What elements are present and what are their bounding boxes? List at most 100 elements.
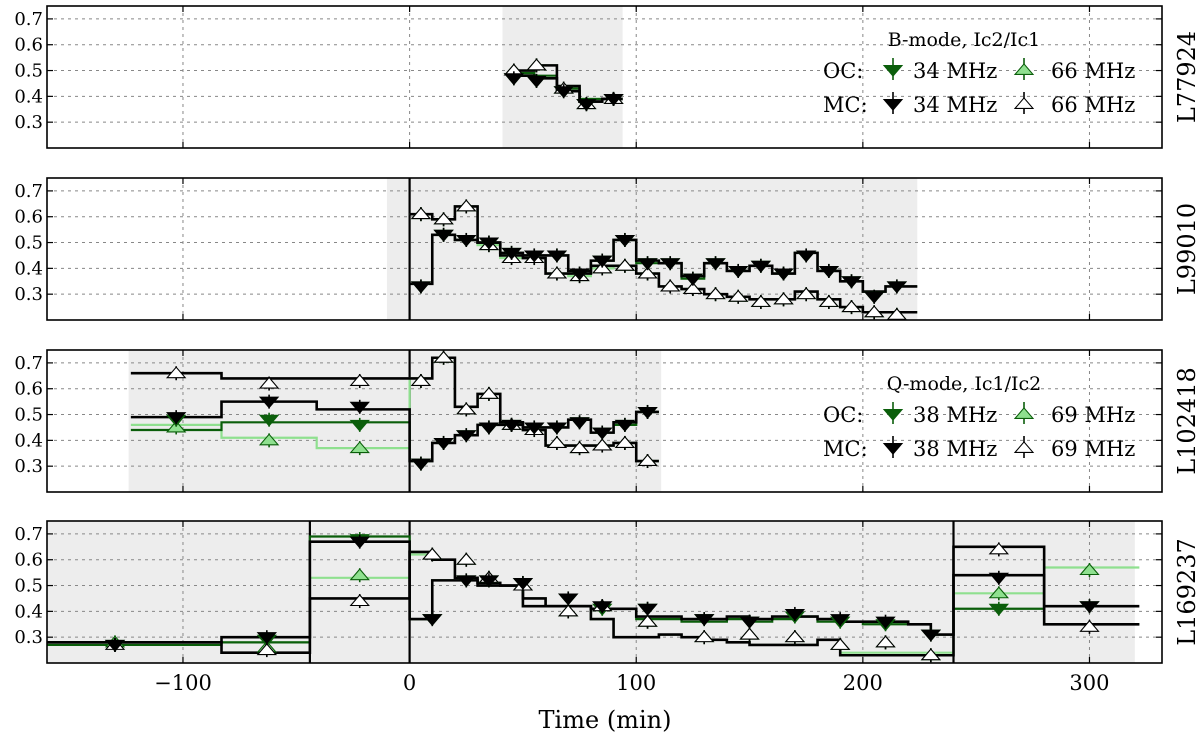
marker-mc_low [920, 629, 942, 642]
panel-L77924: 0.3 0.4 0.5 0.6 0.7 L77924 B-mode, Ic2/Ic1 OC: 3… [14, 5, 1200, 149]
marker-mc_low [456, 234, 477, 247]
marker-mc_low [349, 401, 370, 414]
marker-mc_low [349, 536, 370, 549]
marker-mc_high [256, 643, 278, 656]
marker-mc_high [829, 638, 851, 650]
marker-mc_low [410, 458, 432, 471]
marker-mc_high [739, 627, 760, 640]
marker-mc_low [410, 281, 432, 294]
marker-mc_high [682, 282, 704, 295]
marker-mc_low [501, 419, 522, 432]
marker-mc_low [456, 430, 477, 443]
series-group [409, 199, 918, 320]
marker-mc_low [478, 575, 500, 588]
marker-mc_low [637, 406, 658, 419]
legend-freq-label: 66 MHz [1051, 59, 1135, 83]
marker-mc_low [433, 229, 454, 242]
legend-marker-oc_high [1013, 407, 1035, 420]
marker-mc_low [886, 281, 908, 294]
marker-oc_high [258, 433, 280, 446]
marker-mc_low [750, 260, 772, 273]
marker-mc_high [637, 454, 658, 467]
y-tick-label: 0.7 [14, 9, 43, 30]
marker-mc_high [818, 295, 840, 307]
legend-marker-oc_low [882, 408, 904, 421]
marker-mc_low [603, 93, 624, 106]
marker-mc_low [592, 255, 613, 268]
marker-mc_high [410, 207, 432, 220]
legend-marker-mc_high [1013, 97, 1035, 110]
marker-mc_low [1079, 601, 1100, 614]
marker-mc_high [660, 279, 681, 292]
y-tick-label: 0.6 [14, 35, 43, 56]
marker-mc_low [526, 75, 547, 88]
marker-mc_low [478, 422, 500, 435]
marker-oc_high [988, 586, 1010, 599]
y-tick-label: 0.4 [14, 601, 43, 622]
marker-mc_low [988, 572, 1010, 585]
panel-label: L102418 [1173, 367, 1200, 475]
panel-frame [46, 5, 1163, 149]
y-tick-label: 0.5 [14, 405, 43, 426]
y-tick-label: 0.4 [14, 258, 43, 279]
marker-mc_low [739, 616, 760, 629]
y-tick-label: 0.3 [14, 627, 43, 648]
marker-mc_low [784, 608, 806, 621]
marker-mc_high [637, 614, 658, 627]
legend-freq-label: 69 MHz [1051, 403, 1135, 427]
marker-mc_high [875, 635, 896, 648]
marker-mc_high [863, 305, 885, 318]
marker-mc_high [546, 436, 568, 448]
marker-mc_low [818, 265, 840, 278]
legend: B-mode, Ic2/Ic1 OC: 34 MHz 66 MHz MC: 34 MHz 6… [823, 29, 1135, 117]
x-tick-label: 100 [616, 671, 656, 695]
marker-mc_low [863, 291, 885, 304]
marker-mc_low [705, 258, 726, 271]
legend-marker-mc_low [882, 442, 904, 455]
series-group [47, 532, 1140, 663]
marker-mc_low [592, 601, 613, 614]
marker-mc_low [553, 86, 574, 99]
legend-title: B-mode, Ic2/Ic1 [888, 29, 1041, 51]
panel-L102418: 0.3 0.4 0.5 0.6 0.7 L102418 Q-mode, Ic1/Ic2 OC:… [14, 349, 1200, 493]
marker-mc_high [705, 287, 726, 300]
y-tick-label: 0.4 [14, 86, 43, 107]
marker-mc_low [682, 273, 704, 286]
legend-freq-label: 69 MHz [1051, 437, 1135, 461]
marker-mc_high [258, 376, 280, 389]
marker-mc_high [410, 374, 432, 386]
marker-mc_low [694, 614, 715, 627]
legend-row-label: MC: [823, 93, 868, 117]
marker-mc_low [501, 247, 522, 260]
marker-mc_low [104, 639, 126, 652]
series-group [130, 350, 659, 471]
marker-mc_low [524, 422, 545, 435]
marker-mc_low [576, 99, 597, 112]
marker-mc_low [456, 575, 477, 588]
legend-freq-label: 34 MHz [913, 59, 997, 83]
marker-mc_low [524, 250, 545, 263]
marker-mc_high [456, 402, 477, 415]
legend-freq-label: 34 MHz [913, 93, 997, 117]
y-tick-label: 0.5 [14, 576, 43, 597]
legend: Q-mode, Ic1/Ic2 OC: 38 MHz 69 MHz MC: 38 MHz 6… [823, 373, 1135, 461]
panel-L169237: 0.3 0.4 0.5 0.6 0.7 −100 0 100 200 300 L169237 [14, 520, 1200, 695]
y-tick-label: 0.4 [14, 430, 43, 451]
panel-label: L99010 [1173, 203, 1200, 295]
marker-mc_low [422, 614, 443, 627]
marker-mc_high [546, 266, 568, 279]
marker-mc_low [829, 614, 851, 627]
y-tick-label: 0.3 [14, 456, 43, 477]
panel-label: L169237 [1173, 538, 1200, 646]
marker-oc_low [349, 419, 370, 432]
y-tick-label: 0.7 [14, 524, 43, 545]
marker-mc_high [614, 258, 636, 271]
marker-mc_low [165, 412, 187, 425]
marker-mc_high [637, 266, 658, 279]
y-tick-label: 0.6 [14, 550, 43, 571]
marker-oc_high [1079, 563, 1100, 576]
marker-mc_low [773, 268, 794, 281]
marker-mc_high [349, 594, 370, 607]
marker-mc_high [841, 300, 862, 313]
panel-frame [46, 520, 1163, 664]
